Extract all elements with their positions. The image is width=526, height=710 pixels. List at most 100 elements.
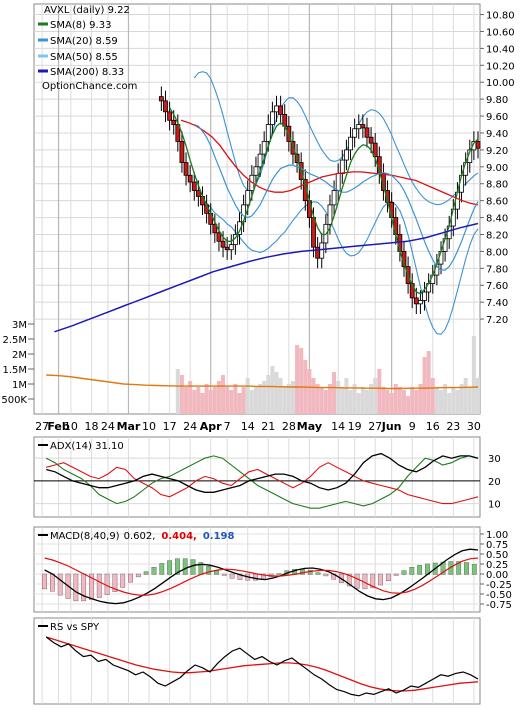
candle-body (422, 291, 427, 301)
macd-histogram-bar (128, 573, 133, 583)
volume-bar (434, 387, 439, 414)
volume-bar (381, 387, 386, 414)
volume-bar (216, 381, 221, 414)
adx-line (46, 452, 479, 493)
volume-bar (352, 384, 357, 414)
macd-histogram-bar (57, 573, 63, 596)
volume-bar (422, 357, 427, 414)
volume-bar (459, 384, 464, 414)
macd-histogram-bar (151, 567, 157, 575)
candle-body (216, 232, 222, 242)
macd-y-tick-label: 0.00 (486, 570, 508, 581)
x-tick-label: Feb (47, 420, 70, 433)
candle-body (360, 124, 366, 129)
volume-bar (401, 390, 406, 414)
volume-bar (356, 393, 361, 414)
candle-body (171, 119, 177, 125)
macd-histogram-bar (96, 573, 102, 598)
legend-sma200: SMA(200) 8.33 (50, 67, 124, 78)
adx-y-tick-label: 20 (488, 477, 501, 488)
candle-body (274, 105, 279, 113)
candle-body (413, 297, 419, 305)
bollinger-upper-band (193, 71, 479, 206)
volume-bar (360, 387, 365, 414)
x-tick-label: Mar (117, 420, 141, 433)
macd-histogram-bar (42, 573, 47, 590)
candle-body (335, 173, 341, 191)
volume-bar (410, 387, 415, 414)
macd-histogram-bar (175, 558, 180, 575)
candle-body (163, 100, 168, 113)
candle-body (269, 111, 275, 125)
price-y-tick-label: 8.80 (486, 180, 508, 191)
macd-y-tick-label: -0.75 (486, 600, 512, 611)
macd-histogram-bar (401, 570, 407, 575)
price-y-tick-label: 10.00 (486, 78, 515, 89)
sma200-line (54, 222, 479, 333)
x-tick-label: May (297, 420, 322, 433)
legend-title: AVXL (daily) 9.22 (44, 5, 130, 16)
volume-bar (208, 390, 213, 414)
price-y-tick-label: 8.60 (486, 197, 508, 208)
volume-average-line (46, 374, 479, 390)
volume-bar (364, 390, 369, 414)
macd-title-name: MACD(8,40,9) (50, 531, 120, 542)
x-tick-label: 10 (142, 420, 156, 433)
price-legend: AVXL (daily) 9.22 SMA(8) 9.33 SMA(20) 8.… (38, 5, 137, 92)
macd-signal-line (44, 557, 479, 596)
candle-body (257, 153, 263, 168)
candle-body (158, 96, 164, 102)
macd-y-tick-label: 1.00 (486, 530, 508, 541)
candle-body (331, 190, 337, 206)
volume-bar (447, 393, 452, 414)
x-tick-label: 23 (446, 420, 460, 433)
x-tick-label: Apr (200, 420, 222, 433)
volume-bar (253, 387, 258, 414)
volume-bar (430, 378, 435, 414)
x-tick-label: Jun (381, 420, 402, 433)
x-tick-label: 24 (183, 420, 197, 433)
price-y-tick-label: 7.80 (486, 264, 508, 275)
sma50-line (180, 119, 479, 206)
macd-histogram-bar (229, 573, 235, 579)
volume-y-tick-label: 1M (12, 380, 27, 391)
adx-y-tick-label: 10 (488, 500, 501, 511)
bollinger-lower-band (193, 188, 479, 335)
volume-bar (282, 387, 287, 414)
minus-di-line (46, 462, 479, 505)
macd-histogram-bar (354, 573, 360, 589)
volume-bar (229, 390, 234, 414)
candle-body (290, 141, 296, 155)
volume-bar (414, 390, 419, 414)
rs-average-line (46, 636, 479, 692)
volume-bar (418, 384, 423, 414)
volume-y-tick-label: 2.5M (2, 335, 27, 346)
macd-y-tick-label: 0.50 (486, 550, 508, 561)
candle-body (187, 174, 193, 183)
macd-value: 0.602, (124, 531, 156, 542)
macd-line (44, 548, 479, 605)
price-y-tick-label: 7.20 (486, 315, 508, 326)
macd-histogram-bar (190, 559, 196, 575)
macd-title: MACD(8,40,9) 0.602, 0.404, 0.198 (50, 531, 235, 542)
price-y-tick-label: 7.40 (486, 298, 508, 309)
candle-body (364, 127, 370, 138)
candle-body (228, 244, 234, 251)
macd-y-tick-label: 0.75 (486, 540, 508, 551)
x-tick-label: 17 (163, 420, 177, 433)
volume-bar (332, 372, 337, 414)
volume-bar (262, 381, 267, 414)
x-tick-label: 9 (409, 420, 416, 433)
volume-bar (225, 387, 230, 414)
macd-y-tick-label: -0.50 (486, 590, 512, 601)
candle-body (339, 159, 345, 174)
candle-body (311, 217, 316, 248)
volume-bar (237, 393, 242, 414)
x-tick-label: 21 (261, 420, 275, 433)
legend-sma50: SMA(50) 8.55 (50, 52, 118, 63)
volume-bar (455, 390, 460, 414)
x-tick-label: 14 (331, 420, 345, 433)
candle-body (356, 124, 362, 130)
